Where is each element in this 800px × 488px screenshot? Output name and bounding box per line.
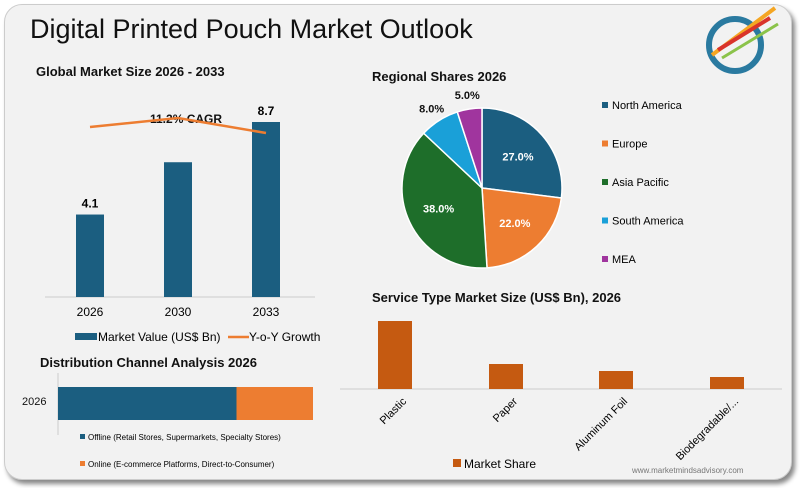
- page-title: Digital Printed Pouch Market Outlook: [30, 14, 473, 44]
- dist-category: 2026: [22, 396, 47, 408]
- legend-label: Offline (Retail Stores, Supermarkets, Sp…: [88, 433, 281, 442]
- x-tick-label: 2026: [77, 305, 104, 319]
- legend-label: South America: [612, 216, 684, 228]
- bar-service-type: [378, 321, 412, 389]
- bar-label: 4.1: [82, 197, 99, 211]
- bar-label: 8.7: [258, 104, 275, 118]
- legend-swatch: [602, 179, 608, 185]
- legend-swatch: [602, 256, 608, 262]
- pie-slice: [481, 107, 563, 199]
- x-tick-label: Paper: [491, 395, 520, 424]
- legend-label: Y-o-Y Growth: [249, 330, 320, 344]
- legend-label: Europe: [612, 139, 647, 151]
- legend-label: Asia Pacific: [612, 177, 669, 189]
- bar-distribution: [236, 387, 313, 420]
- bar-market-value: [252, 122, 280, 297]
- legend-swatch: [453, 459, 461, 467]
- logo-icon: [706, 6, 779, 74]
- pie-label: 8.0%: [419, 104, 444, 116]
- legend-swatch: [602, 140, 608, 147]
- distribution-title: Distribution Channel Analysis 2026: [40, 355, 257, 370]
- bar-service-type: [710, 377, 744, 389]
- x-tick-label: Plastic: [378, 395, 410, 427]
- x-tick-label: 2033: [253, 305, 280, 319]
- legend-label: Market Share: [464, 457, 536, 471]
- bar-market-value: [164, 162, 192, 297]
- x-tick-label: Aluminum Foil: [572, 396, 630, 454]
- legend-swatch: [602, 217, 608, 224]
- x-tick-label: Biodegradable/...: [674, 396, 741, 463]
- pie-label: 22.0%: [499, 218, 530, 230]
- bar-service-type: [599, 371, 633, 389]
- pie-label: 27.0%: [502, 151, 533, 163]
- x-tick-label: 2030: [165, 305, 192, 319]
- bar-market-value: [76, 214, 104, 297]
- legend-swatch: [80, 461, 85, 466]
- legend-label: North America: [612, 100, 683, 112]
- bar-distribution: [58, 387, 237, 420]
- bar-service-type: [489, 364, 523, 389]
- legend-label: Online (E-commerce Platforms, Direct-to-…: [88, 460, 275, 469]
- legend-label: Market Value (US$ Bn): [98, 330, 221, 344]
- pie-slice: [401, 132, 488, 269]
- legend-swatch: [602, 102, 608, 108]
- legend-label: MEA: [612, 254, 637, 266]
- growth-line: [89, 116, 267, 135]
- pie-label: 38.0%: [423, 203, 454, 215]
- regional-title: Regional Shares 2026: [372, 69, 507, 84]
- website: www.marketmindsadvisory.com: [632, 466, 744, 475]
- service-title: Service Type Market Size (US$ Bn), 2026: [372, 290, 622, 305]
- pie-label: 5.0%: [455, 90, 480, 102]
- legend-swatch: [80, 434, 85, 439]
- market-size-title: Global Market Size 2026 - 2033: [36, 64, 225, 79]
- pie-slice: [481, 187, 563, 269]
- legend-swatch: [75, 333, 97, 340]
- pie-slice: [456, 107, 483, 189]
